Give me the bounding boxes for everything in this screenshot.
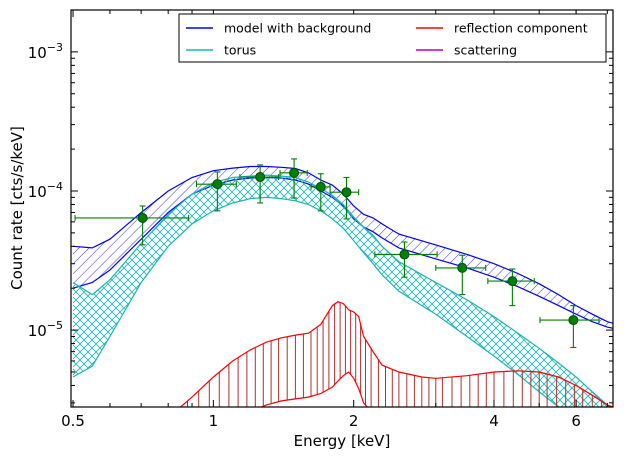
reflection-component-upper-line <box>180 301 613 407</box>
data-point <box>212 179 223 190</box>
x-tick-label: 1 <box>209 412 219 430</box>
x-tick-label: 6 <box>571 412 581 430</box>
legend-label-model-with-background: model with background <box>224 21 371 36</box>
data-point <box>137 212 148 223</box>
legend: model with background reflection componen… <box>178 13 607 63</box>
data-point <box>507 276 518 287</box>
data-point <box>399 249 410 260</box>
data-point <box>568 315 579 326</box>
plot-frame <box>70 9 614 408</box>
x-tick-label: 2 <box>349 412 359 430</box>
data-point <box>341 187 352 198</box>
legend-label-scattering: scattering <box>454 43 517 58</box>
data-point <box>289 167 300 178</box>
data-point <box>315 181 326 192</box>
legend-label-reflection-component: reflection component <box>454 21 588 36</box>
model-with-background-band <box>73 166 613 329</box>
torus-upper-line <box>72 174 612 407</box>
x-tick-label: 0.5 <box>61 412 85 430</box>
data-point <box>457 262 468 273</box>
y-tick-label: 10−5 <box>28 319 63 340</box>
plot-area <box>72 158 613 407</box>
y-tick-label: 10−3 <box>28 41 63 62</box>
axis-ticks: 0.5 1 2 4 6 10−5 10−4 10−3 <box>28 9 613 430</box>
data-point <box>255 172 266 183</box>
legend-box <box>178 13 607 63</box>
legend-label-torus: torus <box>224 43 256 58</box>
data-points <box>74 158 600 349</box>
y-axis-label: Count rate [cts/s/keV] <box>8 126 26 290</box>
x-tick-label: 4 <box>489 412 499 430</box>
y-tick-label: 10−4 <box>28 180 63 201</box>
series-reflection-component <box>180 301 613 407</box>
reflection-component-lower-line <box>259 371 368 407</box>
x-axis-label: Energy [keV] <box>294 432 391 450</box>
